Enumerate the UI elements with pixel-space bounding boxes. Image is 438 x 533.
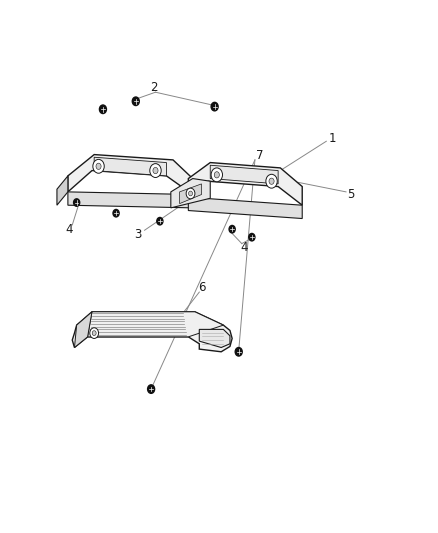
Circle shape	[235, 348, 242, 356]
Text: 1: 1	[329, 132, 337, 145]
Polygon shape	[72, 312, 232, 352]
Polygon shape	[68, 192, 193, 208]
Circle shape	[269, 178, 274, 184]
Circle shape	[150, 164, 161, 177]
Circle shape	[186, 188, 195, 199]
Text: 4: 4	[240, 241, 248, 254]
Polygon shape	[199, 329, 230, 348]
Circle shape	[92, 330, 96, 336]
Circle shape	[90, 328, 99, 338]
Text: 3: 3	[134, 228, 141, 241]
Polygon shape	[188, 163, 302, 205]
Circle shape	[74, 199, 80, 206]
Polygon shape	[88, 312, 223, 337]
Polygon shape	[210, 165, 278, 184]
Text: 5: 5	[348, 188, 355, 200]
Circle shape	[229, 225, 235, 233]
Polygon shape	[94, 157, 166, 176]
Polygon shape	[171, 179, 210, 208]
Circle shape	[211, 168, 223, 182]
Circle shape	[214, 172, 219, 178]
Text: 7: 7	[255, 149, 263, 162]
Circle shape	[249, 233, 255, 241]
Text: 4: 4	[65, 223, 73, 236]
Circle shape	[153, 167, 158, 174]
Circle shape	[157, 217, 163, 225]
Polygon shape	[68, 155, 193, 195]
Polygon shape	[180, 184, 201, 204]
Circle shape	[93, 159, 104, 173]
Circle shape	[266, 174, 277, 188]
Circle shape	[113, 209, 119, 217]
Text: 6: 6	[198, 281, 205, 294]
Polygon shape	[188, 197, 302, 219]
Circle shape	[132, 97, 139, 106]
Text: 2: 2	[150, 82, 158, 94]
Polygon shape	[57, 176, 68, 205]
Polygon shape	[74, 312, 92, 348]
Circle shape	[211, 102, 218, 111]
Circle shape	[99, 105, 106, 114]
Circle shape	[148, 385, 155, 393]
Circle shape	[96, 163, 101, 169]
Circle shape	[188, 191, 193, 196]
